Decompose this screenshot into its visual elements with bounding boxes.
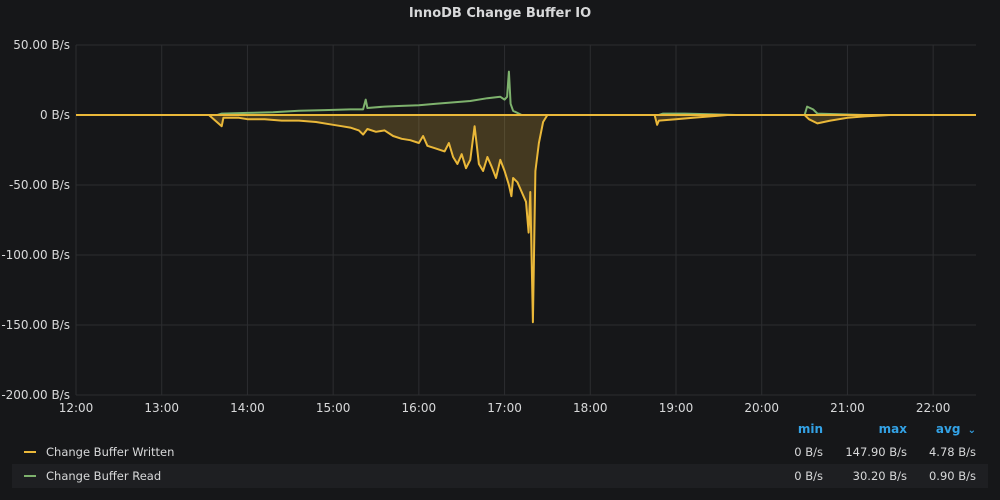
x-tick-label: 12:00: [59, 401, 94, 415]
legend-swatch-written: [24, 451, 36, 453]
series-line-read: [76, 70, 976, 116]
y-tick-label: 50.00 B/s: [13, 38, 70, 52]
x-tick-label: 20:00: [744, 401, 779, 415]
legend-value-avg: 0.90 B/s: [928, 469, 976, 483]
legend-value-max: 30.20 B/s: [852, 469, 907, 483]
legend-series-name[interactable]: Change Buffer Written: [46, 445, 175, 459]
legend-header-max[interactable]: max: [878, 422, 907, 436]
x-tick-label: 14:00: [230, 401, 265, 415]
legend-row-written[interactable]: Change Buffer Written 0 B/s 147.90 B/s 4…: [12, 440, 988, 464]
x-tick-label: 22:00: [916, 401, 951, 415]
legend-value-avg: 4.78 B/s: [928, 445, 976, 459]
legend-value-min: 0 B/s: [794, 469, 823, 483]
x-tick-label: 15:00: [316, 401, 351, 415]
x-tick-label: 13:00: [144, 401, 179, 415]
y-tick-label: -150.00 B/s: [1, 318, 70, 332]
y-tick-label: 0 B/s: [40, 108, 70, 122]
x-tick-label: 18:00: [573, 401, 608, 415]
legend-series-name[interactable]: Change Buffer Read: [46, 469, 162, 483]
legend-table: min max avg ⌄ Change Buffer Written 0 B/…: [12, 420, 988, 488]
x-tick-label: 16:00: [402, 401, 437, 415]
series-line-written: [76, 114, 976, 324]
legend-header-avg-label: avg: [935, 422, 961, 436]
y-tick-label: -100.00 B/s: [1, 248, 70, 262]
x-tick-label: 17:00: [487, 401, 522, 415]
series-area-written: [76, 115, 976, 323]
chevron-down-icon: ⌄: [967, 425, 976, 436]
panel-title[interactable]: InnoDB Change Buffer IO: [408, 6, 592, 21]
legend-header-min[interactable]: min: [797, 422, 823, 436]
legend-row-read[interactable]: Change Buffer Read 0 B/s 30.20 B/s 0.90 …: [12, 464, 988, 488]
x-tick-label: 21:00: [830, 401, 865, 415]
x-tick-label: 19:00: [659, 401, 694, 415]
legend-swatch-read: [24, 475, 36, 477]
legend-header-avg[interactable]: avg ⌄: [936, 422, 976, 436]
legend-value-min: 0 B/s: [794, 445, 823, 459]
legend-header: min max avg ⌄: [12, 420, 988, 440]
legend-value-max: 147.90 B/s: [845, 445, 907, 459]
y-tick-label: -200.00 B/s: [1, 388, 70, 402]
chart-plot-area[interactable]: 50.00 B/s 0 B/s -50.00 B/s -100.00 B/s -150.…: [0, 0, 1000, 420]
y-tick-label: -50.00 B/s: [9, 178, 70, 192]
